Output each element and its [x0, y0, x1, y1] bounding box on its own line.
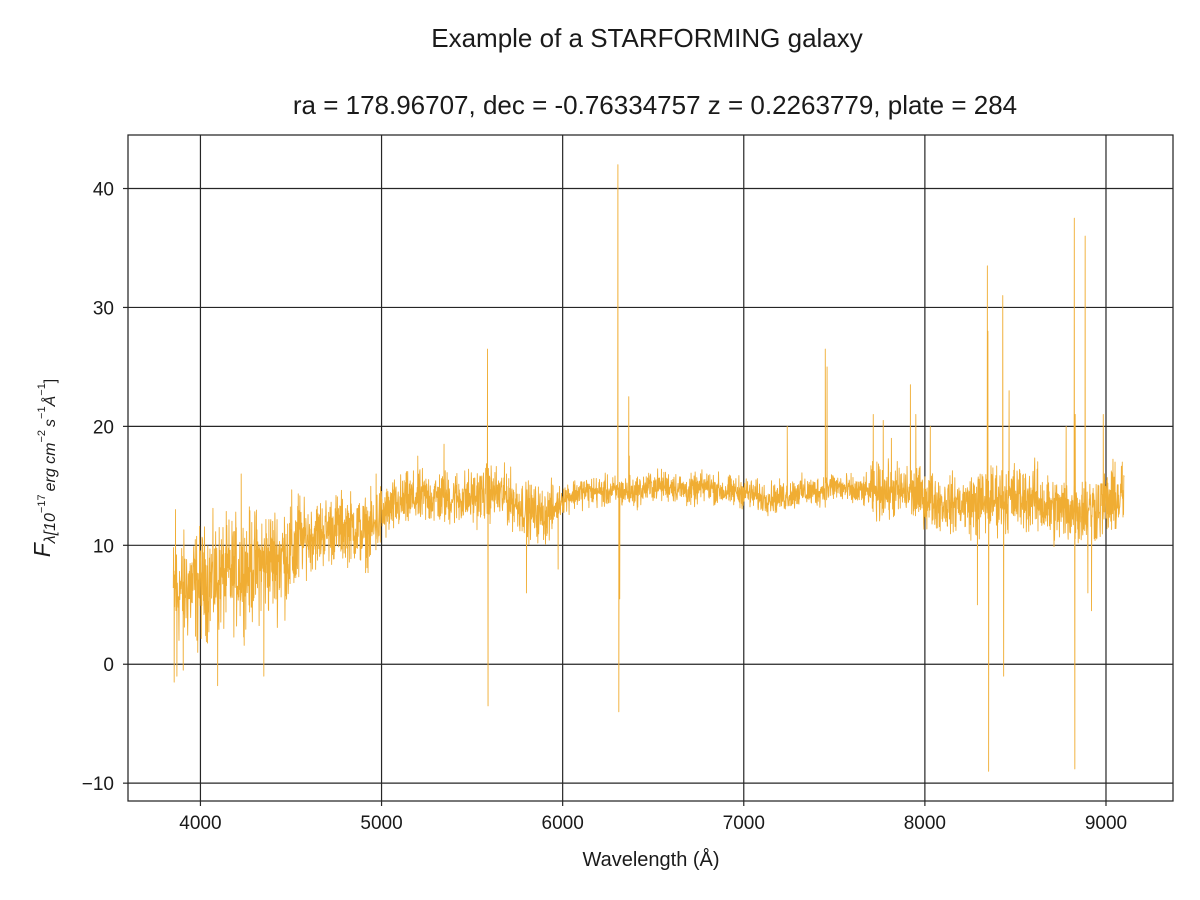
- x-axis-ticks: 4000 5000 6000 7000 8000 9000: [179, 801, 1127, 834]
- x-tick-label: 5000: [360, 813, 402, 834]
- svg-text:Fλ[10−17erg cm−2s−1Å−1]: Fλ[10−17erg cm−2s−1Å−1]: [29, 379, 59, 558]
- y-tick-label: 30: [93, 298, 114, 319]
- plot-area: [172, 164, 1125, 772]
- x-tick-label: 9000: [1085, 813, 1127, 834]
- x-tick-label: 6000: [542, 813, 584, 834]
- x-tick-label: 7000: [723, 813, 765, 834]
- spectrum-line: [172, 164, 1125, 772]
- x-tick-label: 4000: [179, 813, 221, 834]
- y-axis-label: Fλ[10−17erg cm−2s−1Å−1]: [29, 379, 59, 558]
- x-tick-label: 8000: [904, 813, 946, 834]
- y-axis-ticks: −10 0 10 20 30 40: [82, 180, 128, 795]
- y-tick-label: 0: [103, 655, 114, 676]
- y-tick-label: 10: [93, 536, 114, 557]
- chart-suptitle: Example of a STARFORMING galaxy: [431, 23, 863, 53]
- y-tick-label: 20: [93, 417, 114, 438]
- y-tick-label: −10: [82, 774, 114, 795]
- axes-frame: [127, 134, 1174, 802]
- y-tick-label: 40: [93, 180, 114, 201]
- x-axis-label: Wavelength (Å): [582, 848, 719, 871]
- grid-lines: [128, 135, 1173, 801]
- chart-title: ra = 178.96707, dec = -0.76334757 z = 0.…: [293, 90, 1017, 120]
